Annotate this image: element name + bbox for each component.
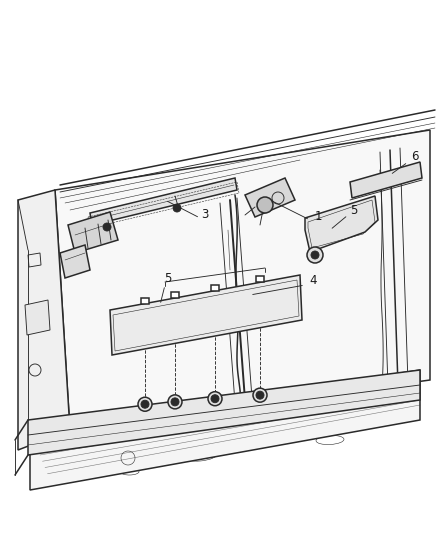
- Text: 5: 5: [350, 204, 358, 216]
- Circle shape: [171, 398, 179, 406]
- Text: 3: 3: [201, 207, 208, 221]
- FancyBboxPatch shape: [211, 285, 219, 290]
- Polygon shape: [60, 245, 90, 278]
- Circle shape: [256, 391, 264, 399]
- Text: 6: 6: [411, 150, 419, 164]
- Circle shape: [168, 395, 182, 409]
- Circle shape: [211, 395, 219, 403]
- Polygon shape: [350, 162, 422, 198]
- FancyBboxPatch shape: [256, 277, 264, 282]
- FancyBboxPatch shape: [171, 292, 179, 298]
- Polygon shape: [68, 212, 118, 253]
- FancyBboxPatch shape: [141, 297, 149, 304]
- Text: 5: 5: [164, 271, 172, 285]
- Text: 1: 1: [314, 209, 322, 222]
- Circle shape: [208, 392, 222, 406]
- Circle shape: [253, 388, 267, 402]
- Circle shape: [138, 397, 152, 411]
- Circle shape: [257, 197, 273, 213]
- Circle shape: [311, 251, 319, 259]
- Polygon shape: [28, 370, 420, 455]
- Circle shape: [173, 204, 181, 212]
- Circle shape: [307, 247, 323, 263]
- Text: 4: 4: [309, 274, 317, 287]
- Polygon shape: [55, 130, 430, 430]
- Circle shape: [103, 223, 111, 231]
- Polygon shape: [110, 275, 302, 355]
- Polygon shape: [25, 300, 50, 335]
- Polygon shape: [18, 190, 70, 450]
- Polygon shape: [245, 178, 295, 217]
- Polygon shape: [305, 196, 378, 252]
- Polygon shape: [90, 178, 237, 225]
- Polygon shape: [30, 370, 420, 490]
- Circle shape: [141, 400, 149, 408]
